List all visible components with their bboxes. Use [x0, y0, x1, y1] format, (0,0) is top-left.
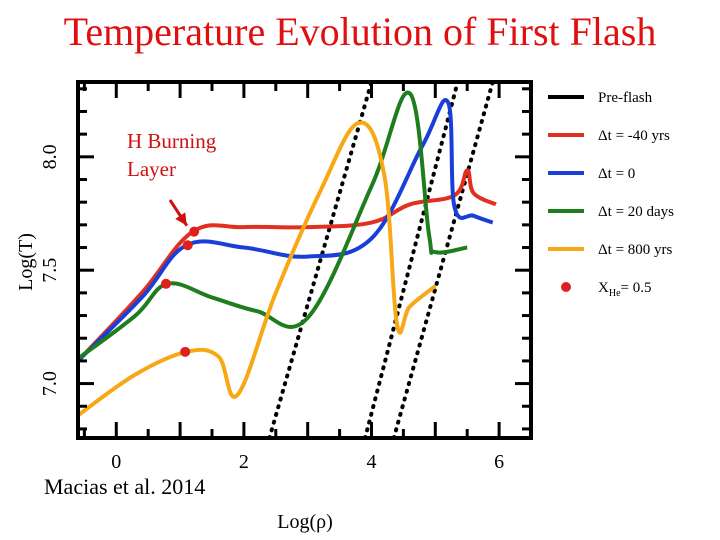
y-tick-label: 8.0 [39, 144, 61, 169]
xhe-marker-3 [180, 346, 191, 357]
plot-frame [76, 80, 533, 440]
series-line-2 [78, 98, 494, 363]
x-axis-label: Log(ρ) [277, 511, 333, 533]
xhe-marker-1 [182, 240, 193, 251]
x-tick-label: 2 [239, 451, 249, 473]
y-tick-label: 7.5 [39, 258, 61, 283]
y-tick-label: 7.0 [39, 371, 61, 396]
legend-label-0: Pre-flash [598, 90, 653, 106]
x-tick-label: 4 [366, 451, 376, 473]
series-preflash-line-1 [363, 82, 460, 438]
series-line-1 [78, 168, 497, 363]
legend-label-1: Δt = -40 yrs [598, 128, 670, 144]
legend: Pre-flash Δt = -40 yrs Δt = 0 Δt = 20 days Δ… [548, 90, 674, 299]
xhe-marker-0 [189, 226, 200, 237]
annotation-arrow-layer [168, 199, 189, 227]
x-tick-label: 0 [111, 451, 121, 473]
annotation-arrow-head [175, 212, 187, 226]
xhe-marker-2 [161, 278, 172, 289]
tick-label-layer: 0 2 4 6 7.0 7.5 8.0 [39, 144, 504, 473]
legend-label-5: XHe= 0.5 [598, 280, 651, 299]
legend-marker-xhe [561, 282, 571, 292]
marker-layer [161, 226, 200, 357]
legend-label-2: Δt = 0 [598, 166, 635, 182]
series-preflash-line-0 [267, 82, 374, 438]
legend-label-3: Δt = 20 days [598, 204, 674, 220]
annotation-line1: H Burning [127, 129, 217, 153]
tick-layer [78, 82, 531, 438]
legend-label-4: Δt = 800 yrs [598, 242, 673, 258]
slide-title: Temperature Evolution of First Flash [63, 9, 657, 54]
annotation-line2: Layer [127, 157, 176, 181]
citation: Macias et al. 2014 [44, 474, 206, 499]
x-tick-label: 6 [494, 451, 504, 473]
series-preflash-line-2 [391, 82, 495, 438]
y-axis-label: Log(T) [15, 233, 37, 291]
